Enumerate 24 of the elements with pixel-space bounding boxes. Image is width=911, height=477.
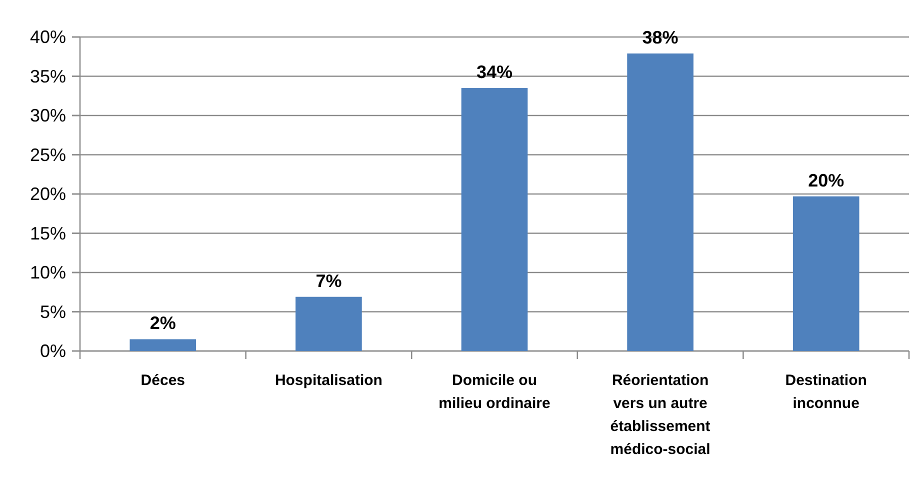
y-tick-label: 40%	[30, 27, 66, 47]
y-tick-label: 5%	[40, 302, 66, 322]
bar	[296, 296, 362, 351]
data-label: 34%	[476, 62, 513, 82]
x-tick-label: Déces	[140, 372, 185, 389]
y-tick-label: 35%	[30, 66, 66, 86]
y-tick-label: 10%	[30, 262, 66, 282]
bar	[461, 88, 528, 351]
y-tick-label: 0%	[40, 341, 66, 361]
bar	[130, 339, 196, 351]
y-tick-label: 30%	[30, 106, 66, 126]
y-tick-label: 20%	[30, 184, 66, 204]
data-label: 20%	[808, 170, 844, 190]
bar	[627, 53, 694, 351]
y-tick-label: 25%	[30, 144, 66, 165]
bar	[792, 196, 860, 351]
data-label: 7%	[316, 270, 342, 291]
x-tick-label: Destination inconnue	[785, 372, 867, 412]
y-tick-label: 15%	[30, 223, 66, 244]
x-tick-label: Domicile ou milieu ordinaire	[438, 372, 550, 412]
x-tick-label: Hospitalisation	[274, 372, 382, 389]
data-label: 38%	[642, 27, 678, 48]
data-label: 2%	[150, 313, 176, 334]
x-tick-label: Réorientation vers un autre établissement médico-social	[610, 372, 710, 458]
